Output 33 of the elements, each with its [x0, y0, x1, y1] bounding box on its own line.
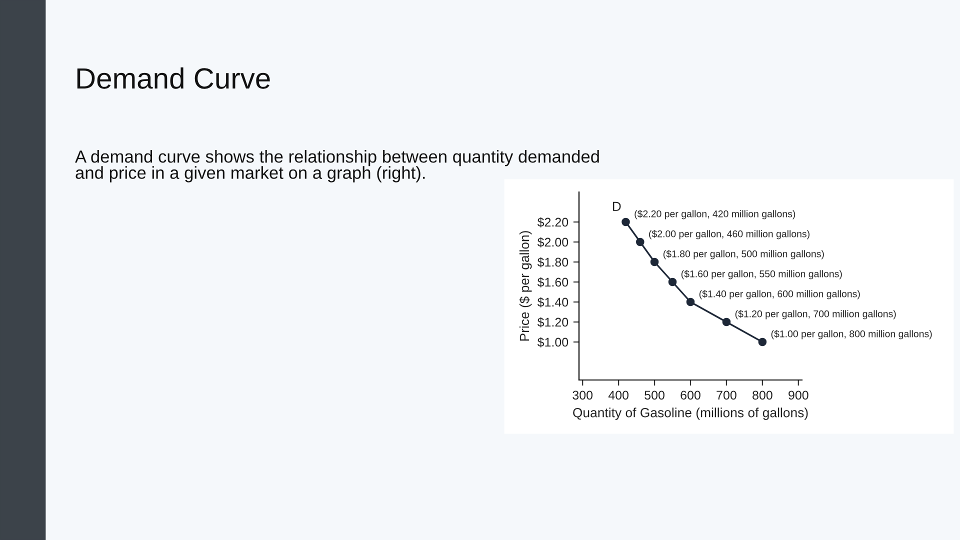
y-axis-title: Price ($ per gallon): [519, 231, 532, 341]
text: Demand Curve: [77, 67, 270, 89]
text: A demand curve shows the relationship between quantity demanded and price in a given market on a graph (right).: [75, 150, 599, 182]
point: [758, 338, 767, 346]
annotation: ($1.60 per gallon, 550 million gallons): [681, 270, 842, 280]
annotation: ($1.40 per gallon, 600 million gallons): [699, 290, 860, 300]
y-tick-label: $2.00: [537, 237, 568, 248]
x-tick-label: 700: [716, 390, 736, 400]
point: [722, 318, 731, 326]
point: [622, 218, 630, 226]
x-tick-label: 800: [752, 390, 772, 400]
point: [686, 298, 695, 306]
annotation: ($2.20 per gallon, 420 million gallons): [634, 210, 796, 220]
annotation: ($2.00 per gallon, 460 million gallons): [649, 230, 810, 240]
x-tick-label: 300: [572, 390, 593, 400]
annotation: ($1.20 per gallon, 700 million gallons): [735, 310, 896, 320]
point: [668, 278, 677, 286]
y-tick-label: $1.20: [537, 317, 568, 328]
x-tick-label: 600: [680, 390, 700, 400]
y-tick-label: $1.40: [537, 297, 568, 308]
x-tick-label: 500: [644, 390, 664, 400]
x-tick-label: 900: [788, 390, 808, 400]
point: [650, 258, 659, 266]
annotation: ($1.00 per gallon, 800 million gallons): [771, 330, 932, 340]
point: [636, 238, 644, 246]
annotation: ($1.80 per gallon, 500 million gallons): [663, 250, 824, 260]
annotation: D: [612, 202, 621, 211]
y-tick-label: $1.60: [537, 277, 568, 288]
x-tick-label: 400: [608, 390, 629, 400]
y-tick-label: $1.00: [537, 337, 568, 348]
y-tick-label: $1.80: [537, 257, 568, 268]
x-axis-title: Quantity of Gasoline (millions of gallons): [573, 408, 808, 420]
y-tick-label: $2.20: [537, 217, 568, 228]
